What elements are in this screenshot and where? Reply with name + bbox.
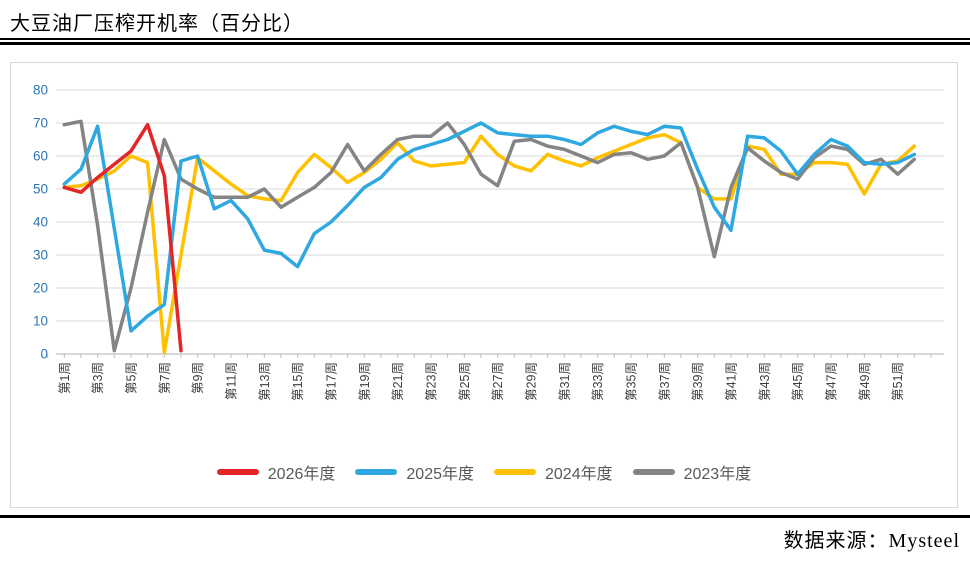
x-axis-label: 第33周 [591,362,605,401]
x-axis-label: 第21周 [391,362,405,401]
x-axis-label: 第15周 [291,362,305,401]
data-source: 数据来源：Mysteel [783,530,960,552]
x-axis-label: 第19周 [358,362,372,401]
y-axis-label: 80 [33,83,48,98]
legend-swatch [494,469,536,475]
y-axis-label: 60 [33,149,48,164]
y-axis-label: 70 [33,116,48,131]
legend-label: 2024年度 [545,466,613,483]
y-axis-label: 50 [33,182,48,197]
x-axis-label: 第25周 [458,362,472,401]
x-axis-label: 第7周 [158,362,172,394]
legend-item-2023年度: 2023年度 [628,460,757,484]
title-divider [0,38,970,45]
x-axis-label: 第49周 [858,362,872,401]
legend-item-2026年度: 2026年度 [212,460,341,484]
legend-label: 2026年度 [267,466,336,483]
x-axis-label: 第29周 [524,362,538,401]
series-line-2024年度 [62,132,917,355]
series-line-2026年度 [62,122,183,353]
x-axis-label: 第13周 [258,362,272,401]
y-axis-label: 0 [40,347,48,362]
x-axis-label: 第17周 [324,362,338,401]
x-axis-label: 第45周 [791,362,805,401]
page-title: 大豆油厂压榨开机率（百分比） [10,13,304,35]
legend-swatch [355,469,398,475]
x-axis-label: 第37周 [658,362,672,401]
x-axis-label: 第3周 [91,362,105,394]
x-axis-label: 第31周 [558,362,572,401]
y-axis-label: 30 [33,248,48,263]
legend-label: 2023年度 [683,466,752,483]
x-axis-label: 第35周 [624,362,638,401]
series-line-2025年度 [62,121,917,333]
line-chart: 0 10 20 30 40 50 60 70 80 第1周 第3周 第5周 第7周 第9周 第11周 第13周… [33,83,944,401]
x-axis-label: 第9周 [191,362,205,394]
x-axis-label: 第39周 [691,362,705,401]
series-line-2023年度 [62,119,917,353]
y-axis-label: 40 [33,215,48,230]
legend-item-2025年度: 2025年度 [350,460,479,484]
footer-divider [0,515,970,518]
legend-swatch [216,469,259,475]
x-axis-label: 第51周 [891,362,905,401]
y-axis-label: 20 [33,281,48,296]
legend-item-2024年度: 2024年度 [489,460,618,484]
x-axis-label: 第47周 [824,362,838,401]
legend-label: 2025年度 [406,466,474,483]
chart-legend: 2026年度 2025年度 2024年度 2023年度 [11,451,957,493]
x-axis-label: 第41周 [724,362,738,401]
x-axis-label: 第27周 [491,362,505,401]
y-axis-label: 10 [33,314,48,329]
x-axis-label: 第43周 [758,362,772,401]
x-axis-label: 第23周 [424,362,438,401]
chart-panel: 0 10 20 30 40 50 60 70 80 第1周 第3周 第5周 第7周 第9周 第11周 第13周… [10,62,958,508]
x-axis-label: 第11周 [224,362,238,400]
legend-swatch [632,469,675,475]
x-axis-label: 第1周 [58,362,72,394]
x-axis-label: 第5周 [124,362,138,394]
